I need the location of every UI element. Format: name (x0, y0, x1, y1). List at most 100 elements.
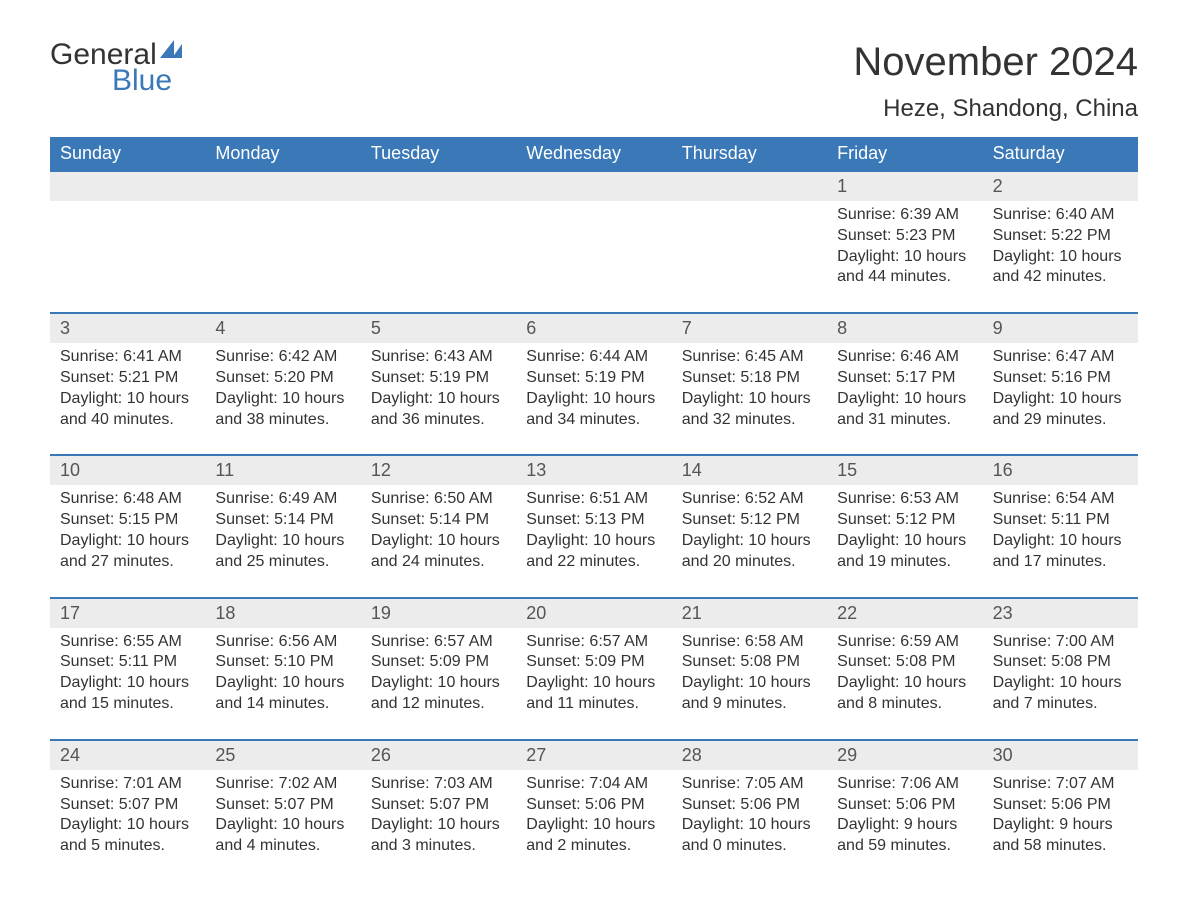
sunset-text: Sunset: 5:07 PM (60, 795, 197, 816)
sunrise-text: Sunrise: 6:45 AM (682, 347, 819, 368)
day-number: 10 (50, 456, 205, 485)
day-cell: Sunrise: 6:59 AMSunset: 5:08 PMDaylight:… (827, 628, 982, 739)
content-row: Sunrise: 6:48 AMSunset: 5:15 PMDaylight:… (50, 485, 1138, 596)
sunset-text: Sunset: 5:11 PM (993, 510, 1130, 531)
day-cell: Sunrise: 7:00 AMSunset: 5:08 PMDaylight:… (983, 628, 1138, 739)
day-cell: Sunrise: 7:03 AMSunset: 5:07 PMDaylight:… (361, 770, 516, 881)
day-cell: Sunrise: 6:48 AMSunset: 5:15 PMDaylight:… (50, 485, 205, 596)
logo-text: General Blue (50, 40, 182, 96)
day-number: 27 (516, 741, 671, 770)
daylight-text: Daylight: 10 hours and 20 minutes. (682, 531, 819, 573)
day-header-row: Sunday Monday Tuesday Wednesday Thursday… (50, 137, 1138, 170)
day-cell: Sunrise: 6:46 AMSunset: 5:17 PMDaylight:… (827, 343, 982, 454)
dayhead-thursday: Thursday (672, 137, 827, 170)
day-cell: Sunrise: 7:02 AMSunset: 5:07 PMDaylight:… (205, 770, 360, 881)
day-cell: Sunrise: 7:01 AMSunset: 5:07 PMDaylight:… (50, 770, 205, 881)
sunrise-text: Sunrise: 6:54 AM (993, 489, 1130, 510)
daylight-text: Daylight: 10 hours and 8 minutes. (837, 673, 974, 715)
dayhead-monday: Monday (205, 137, 360, 170)
sunrise-text: Sunrise: 6:42 AM (215, 347, 352, 368)
day-cell: Sunrise: 6:56 AMSunset: 5:10 PMDaylight:… (205, 628, 360, 739)
day-number: 13 (516, 456, 671, 485)
day-cell: Sunrise: 7:06 AMSunset: 5:06 PMDaylight:… (827, 770, 982, 881)
day-number: 8 (827, 314, 982, 343)
sunset-text: Sunset: 5:12 PM (837, 510, 974, 531)
sunset-text: Sunset: 5:07 PM (371, 795, 508, 816)
content-row: Sunrise: 6:55 AMSunset: 5:11 PM Daylight:… (50, 628, 1138, 739)
day-cell: Sunrise: 6:40 AMSunset: 5:22 PMDaylight:… (983, 201, 1138, 312)
sunset-text: Sunset: 5:08 PM (837, 652, 974, 673)
day-number: 16 (983, 456, 1138, 485)
week-row: 12Sunrise: 6:39 AMSunset: 5:23 PMDayligh… (50, 170, 1138, 312)
logo-triangle2-icon (172, 44, 182, 58)
sunset-text: Sunset: 5:10 PM (215, 652, 352, 673)
day-number (516, 172, 671, 201)
sunrise-text: Sunrise: 7:05 AM (682, 774, 819, 795)
day-cell: Sunrise: 6:42 AMSunset: 5:20 PMDaylight:… (205, 343, 360, 454)
day-cell (205, 201, 360, 312)
calendar: Sunday Monday Tuesday Wednesday Thursday… (50, 137, 1138, 881)
sunset-text: Sunset: 5:11 PM (60, 652, 197, 673)
sunrise-text: Sunrise: 6:43 AM (371, 347, 508, 368)
daylight-text: Daylight: 10 hours and 7 minutes. (993, 673, 1130, 715)
daylight-text: Daylight: 10 hours and 42 minutes. (993, 247, 1130, 289)
sunrise-text: Sunrise: 6:57 AM (526, 632, 663, 653)
day-number: 11 (205, 456, 360, 485)
day-number: 30 (983, 741, 1138, 770)
daylight-text: Daylight: 10 hours and 3 minutes. (371, 815, 508, 857)
title-block: November 2024 Heze, Shandong, China (853, 40, 1138, 123)
daylight-text: Daylight: 10 hours and 9 minutes. (682, 673, 819, 715)
sunset-text: Sunset: 5:22 PM (993, 226, 1130, 247)
day-number: 18 (205, 599, 360, 628)
day-cell: Sunrise: 6:57 AMSunset: 5:09 PMDaylight:… (361, 628, 516, 739)
sunrise-text: Sunrise: 6:55 AM (60, 632, 197, 653)
sunset-text: Sunset: 5:17 PM (837, 368, 974, 389)
day-number: 2 (983, 172, 1138, 201)
day-cell: Sunrise: 6:50 AMSunset: 5:14 PMDaylight:… (361, 485, 516, 596)
week-row: 24252627282930Sunrise: 7:01 AMSunset: 5:… (50, 739, 1138, 881)
dayhead-friday: Friday (827, 137, 982, 170)
day-cell: Sunrise: 6:58 AMSunset: 5:08 PMDaylight:… (672, 628, 827, 739)
day-number: 28 (672, 741, 827, 770)
day-number (672, 172, 827, 201)
day-number: 6 (516, 314, 671, 343)
sunrise-text: Sunrise: 7:06 AM (837, 774, 974, 795)
day-cell: Sunrise: 6:53 AMSunset: 5:12 PMDaylight:… (827, 485, 982, 596)
sunset-text: Sunset: 5:13 PM (526, 510, 663, 531)
sunset-text: Sunset: 5:07 PM (215, 795, 352, 816)
sunrise-text: Sunrise: 6:52 AM (682, 489, 819, 510)
sunrise-text: Sunrise: 6:50 AM (371, 489, 508, 510)
daylight-text: Daylight: 10 hours and 0 minutes. (682, 815, 819, 857)
day-cell: Sunrise: 6:57 AMSunset: 5:09 PMDaylight:… (516, 628, 671, 739)
sunset-text: Sunset: 5:08 PM (993, 652, 1130, 673)
logo-part2: Blue (112, 66, 182, 96)
content-row: Sunrise: 6:41 AMSunset: 5:21 PMDaylight:… (50, 343, 1138, 454)
sunrise-text: Sunrise: 6:49 AM (215, 489, 352, 510)
day-cell: Sunrise: 6:49 AMSunset: 5:14 PMDaylight:… (205, 485, 360, 596)
day-number (205, 172, 360, 201)
daylight-text: Daylight: 10 hours and 44 minutes. (837, 247, 974, 289)
day-number: 21 (672, 599, 827, 628)
day-number: 17 (50, 599, 205, 628)
sunrise-text: Sunrise: 6:47 AM (993, 347, 1130, 368)
daylight-text: Daylight: 10 hours and 29 minutes. (993, 389, 1130, 431)
daylight-text: Daylight: 10 hours and 40 minutes. (60, 389, 197, 431)
month-title: November 2024 (853, 40, 1138, 85)
day-cell (516, 201, 671, 312)
sunrise-text: Sunrise: 7:01 AM (60, 774, 197, 795)
content-row: Sunrise: 7:01 AMSunset: 5:07 PMDaylight:… (50, 770, 1138, 881)
sunset-text: Sunset: 5:20 PM (215, 368, 352, 389)
dayhead-tuesday: Tuesday (361, 137, 516, 170)
sunset-text: Sunset: 5:12 PM (682, 510, 819, 531)
daylight-text: Daylight: 10 hours and 24 minutes. (371, 531, 508, 573)
sunrise-text: Sunrise: 6:53 AM (837, 489, 974, 510)
daylight-text: Daylight: 10 hours and 2 minutes. (526, 815, 663, 857)
day-number: 7 (672, 314, 827, 343)
daynum-band: 3456789 (50, 314, 1138, 343)
header: General Blue November 2024 Heze, Shandon… (50, 40, 1138, 123)
day-cell: Sunrise: 7:07 AMSunset: 5:06 PMDaylight:… (983, 770, 1138, 881)
sunset-text: Sunset: 5:18 PM (682, 368, 819, 389)
dayhead-saturday: Saturday (983, 137, 1138, 170)
sunset-text: Sunset: 5:09 PM (526, 652, 663, 673)
day-number: 5 (361, 314, 516, 343)
